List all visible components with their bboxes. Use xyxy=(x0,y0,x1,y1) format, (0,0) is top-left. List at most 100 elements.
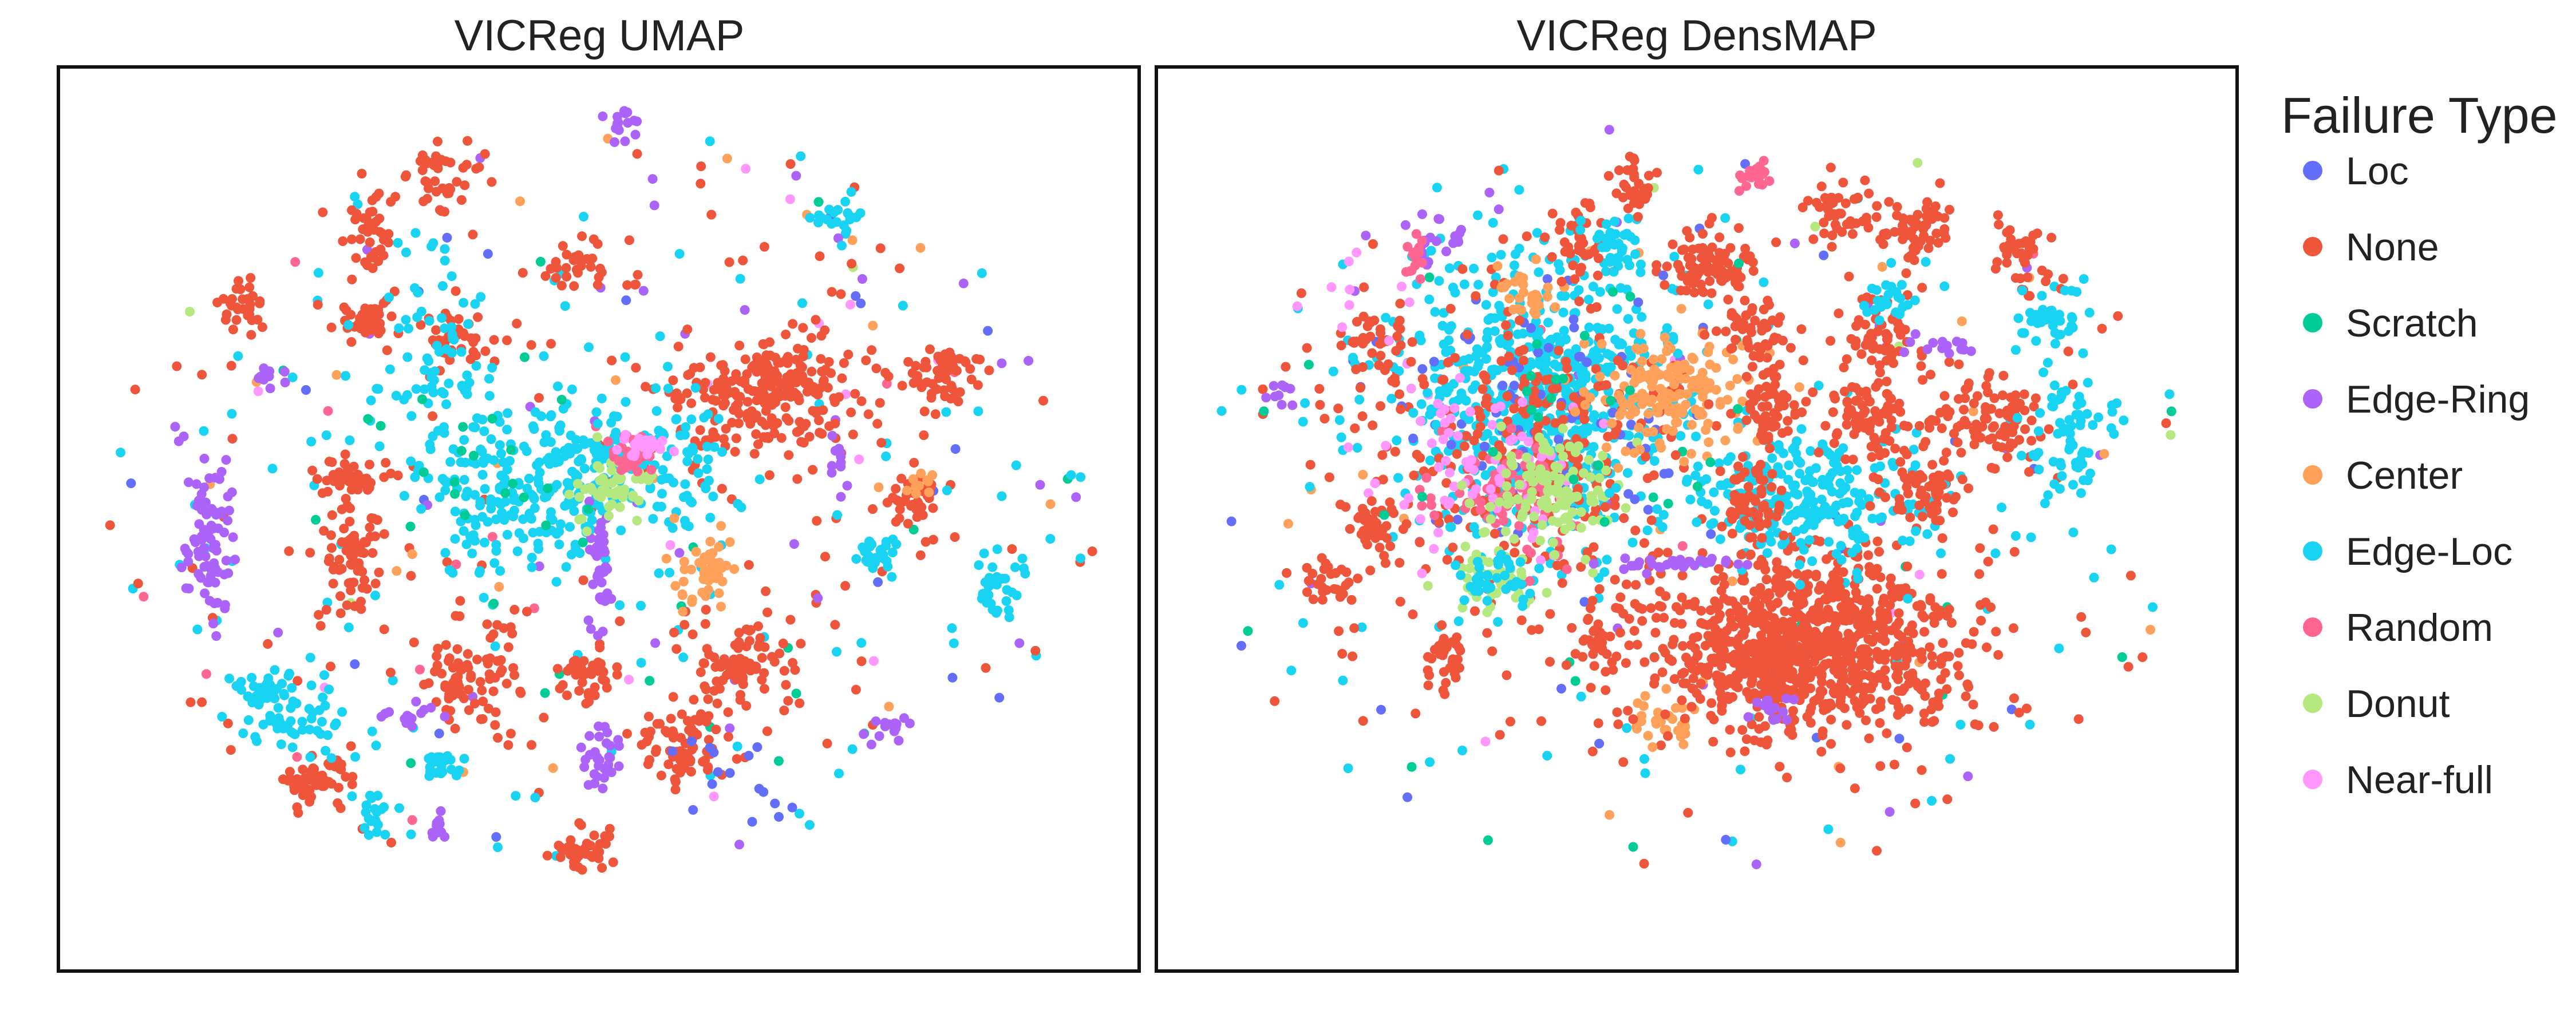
scatter-point-none xyxy=(451,611,461,621)
scatter-point-none xyxy=(569,255,579,266)
scatter-point-donut xyxy=(1460,541,1471,552)
scatter-point-none xyxy=(713,378,723,388)
scatter-point-edge-loc xyxy=(832,510,843,520)
scatter-point-none xyxy=(386,311,397,322)
scatter-point-none xyxy=(1258,384,1268,394)
scatter-point-none xyxy=(1954,670,1964,680)
scatter-point-none xyxy=(597,863,607,873)
scatter-point-donut xyxy=(1570,492,1581,502)
scatter-point-edge-loc xyxy=(652,501,662,512)
scatter-point-none xyxy=(369,225,380,235)
scatter-point-none xyxy=(761,406,771,416)
scatter-point-loc xyxy=(686,736,697,747)
scatter-point-donut xyxy=(1548,470,1559,481)
scatter-point-none xyxy=(451,286,461,296)
scatter-point-none xyxy=(1816,671,1827,682)
scatter-point-none xyxy=(1836,602,1847,612)
panel-2-title: VICReg DensMAP xyxy=(1516,11,1876,60)
scatter-point-none xyxy=(424,183,433,193)
scatter-point-edge-loc xyxy=(1473,362,1483,372)
scatter-point-none xyxy=(1296,288,1306,298)
scatter-point-edge-loc xyxy=(227,409,237,419)
scatter-point-none xyxy=(471,350,481,360)
scatter-point-edge-loc xyxy=(551,577,562,587)
scatter-point-donut xyxy=(1542,588,1552,598)
scatter-point-none xyxy=(830,418,840,429)
scatter-point-none xyxy=(762,607,772,617)
scatter-point-edge-loc xyxy=(233,351,243,361)
scatter-point-none xyxy=(1761,575,1772,585)
scatter-point-none xyxy=(365,237,375,247)
scatter-point-loc xyxy=(483,249,493,259)
scatter-point-none xyxy=(357,169,367,179)
scatter-point-none xyxy=(675,755,685,765)
scatter-point-none xyxy=(981,663,991,673)
scatter-point-none xyxy=(1968,699,1978,710)
scatter-point-none xyxy=(1946,618,1957,628)
scatter-point-edge-loc xyxy=(192,624,203,635)
scatter-point-none xyxy=(357,566,368,577)
scatter-point-none xyxy=(917,510,927,520)
scatter-point-loc xyxy=(983,326,993,336)
scatter-point-random xyxy=(633,466,643,477)
scatter-point-none xyxy=(741,701,752,711)
scatter-point-edge-loc xyxy=(498,457,508,468)
scatter-point-none xyxy=(1545,609,1555,619)
scatter-point-edge-loc xyxy=(991,608,1001,618)
scatter-point-edge-loc xyxy=(353,199,363,209)
scatter-point-none xyxy=(293,676,303,686)
scatter-point-edge-loc xyxy=(1444,263,1455,274)
scatter-point-edge-loc xyxy=(1494,300,1504,311)
scatter-point-near-full xyxy=(612,445,622,455)
scatter-point-none xyxy=(734,340,745,351)
scatter-point-none xyxy=(480,346,491,356)
scatter-point-edge-loc xyxy=(435,752,445,762)
scatter-point-none xyxy=(703,694,713,704)
scatter-point-none xyxy=(351,253,361,263)
scatter-point-none xyxy=(318,207,328,217)
scatter-point-loc xyxy=(725,768,735,778)
scatter-point-none xyxy=(1394,389,1405,399)
scatter-point-none xyxy=(355,323,366,334)
scatter-point-scratch xyxy=(450,489,460,499)
scatter-point-none xyxy=(503,740,513,750)
scatter-point-center xyxy=(392,566,402,576)
scatter-point-none xyxy=(1498,234,1508,244)
scatter-point-none xyxy=(757,653,767,663)
scatter-point-none xyxy=(263,639,273,649)
scatter-point-none xyxy=(1683,807,1693,818)
scatter-point-edge-loc xyxy=(379,802,389,812)
scatter-point-edge-ring xyxy=(894,735,904,746)
scatter-point-edge-loc xyxy=(2025,719,2035,730)
scatter-point-none xyxy=(815,427,825,438)
scatter-point-edge-loc xyxy=(682,490,692,501)
scatter-point-none xyxy=(1305,459,1315,470)
scatter-point-none xyxy=(1782,772,1792,783)
scatter-point-center xyxy=(1680,359,1690,370)
scatter-point-edge-loc xyxy=(560,301,570,311)
scatter-point-near-full xyxy=(1438,434,1448,445)
scatter-point-edge-loc xyxy=(434,492,445,502)
scatter-point-none xyxy=(1963,682,1974,692)
scatter-point-edge-ring xyxy=(203,532,213,542)
scatter-point-edge-loc xyxy=(1236,385,1247,395)
scatter-point-center xyxy=(915,243,926,253)
scatter-point-random xyxy=(529,603,539,613)
scatter-point-loc xyxy=(442,232,452,243)
scatter-point-edge-loc xyxy=(402,390,412,400)
scatter-point-none xyxy=(1872,846,1882,856)
scatter-point-center xyxy=(714,542,724,552)
scatter-point-none xyxy=(444,188,454,199)
scatter-point-edge-loc xyxy=(834,768,844,779)
scatter-point-none xyxy=(298,785,309,795)
scatter-point-donut xyxy=(1526,461,1536,472)
scatter-point-near-full xyxy=(1370,478,1380,489)
scatter-point-edge-loc xyxy=(1511,414,1522,424)
scatter-point-none xyxy=(720,398,730,408)
scatter-point-none xyxy=(322,476,332,486)
scatter-point-none xyxy=(784,450,794,460)
scatter-point-edge-ring xyxy=(211,631,222,641)
scatter-point-edge-loc xyxy=(1604,323,1614,334)
scatter-point-edge-loc xyxy=(1481,300,1491,310)
scatter-point-none xyxy=(863,409,874,419)
